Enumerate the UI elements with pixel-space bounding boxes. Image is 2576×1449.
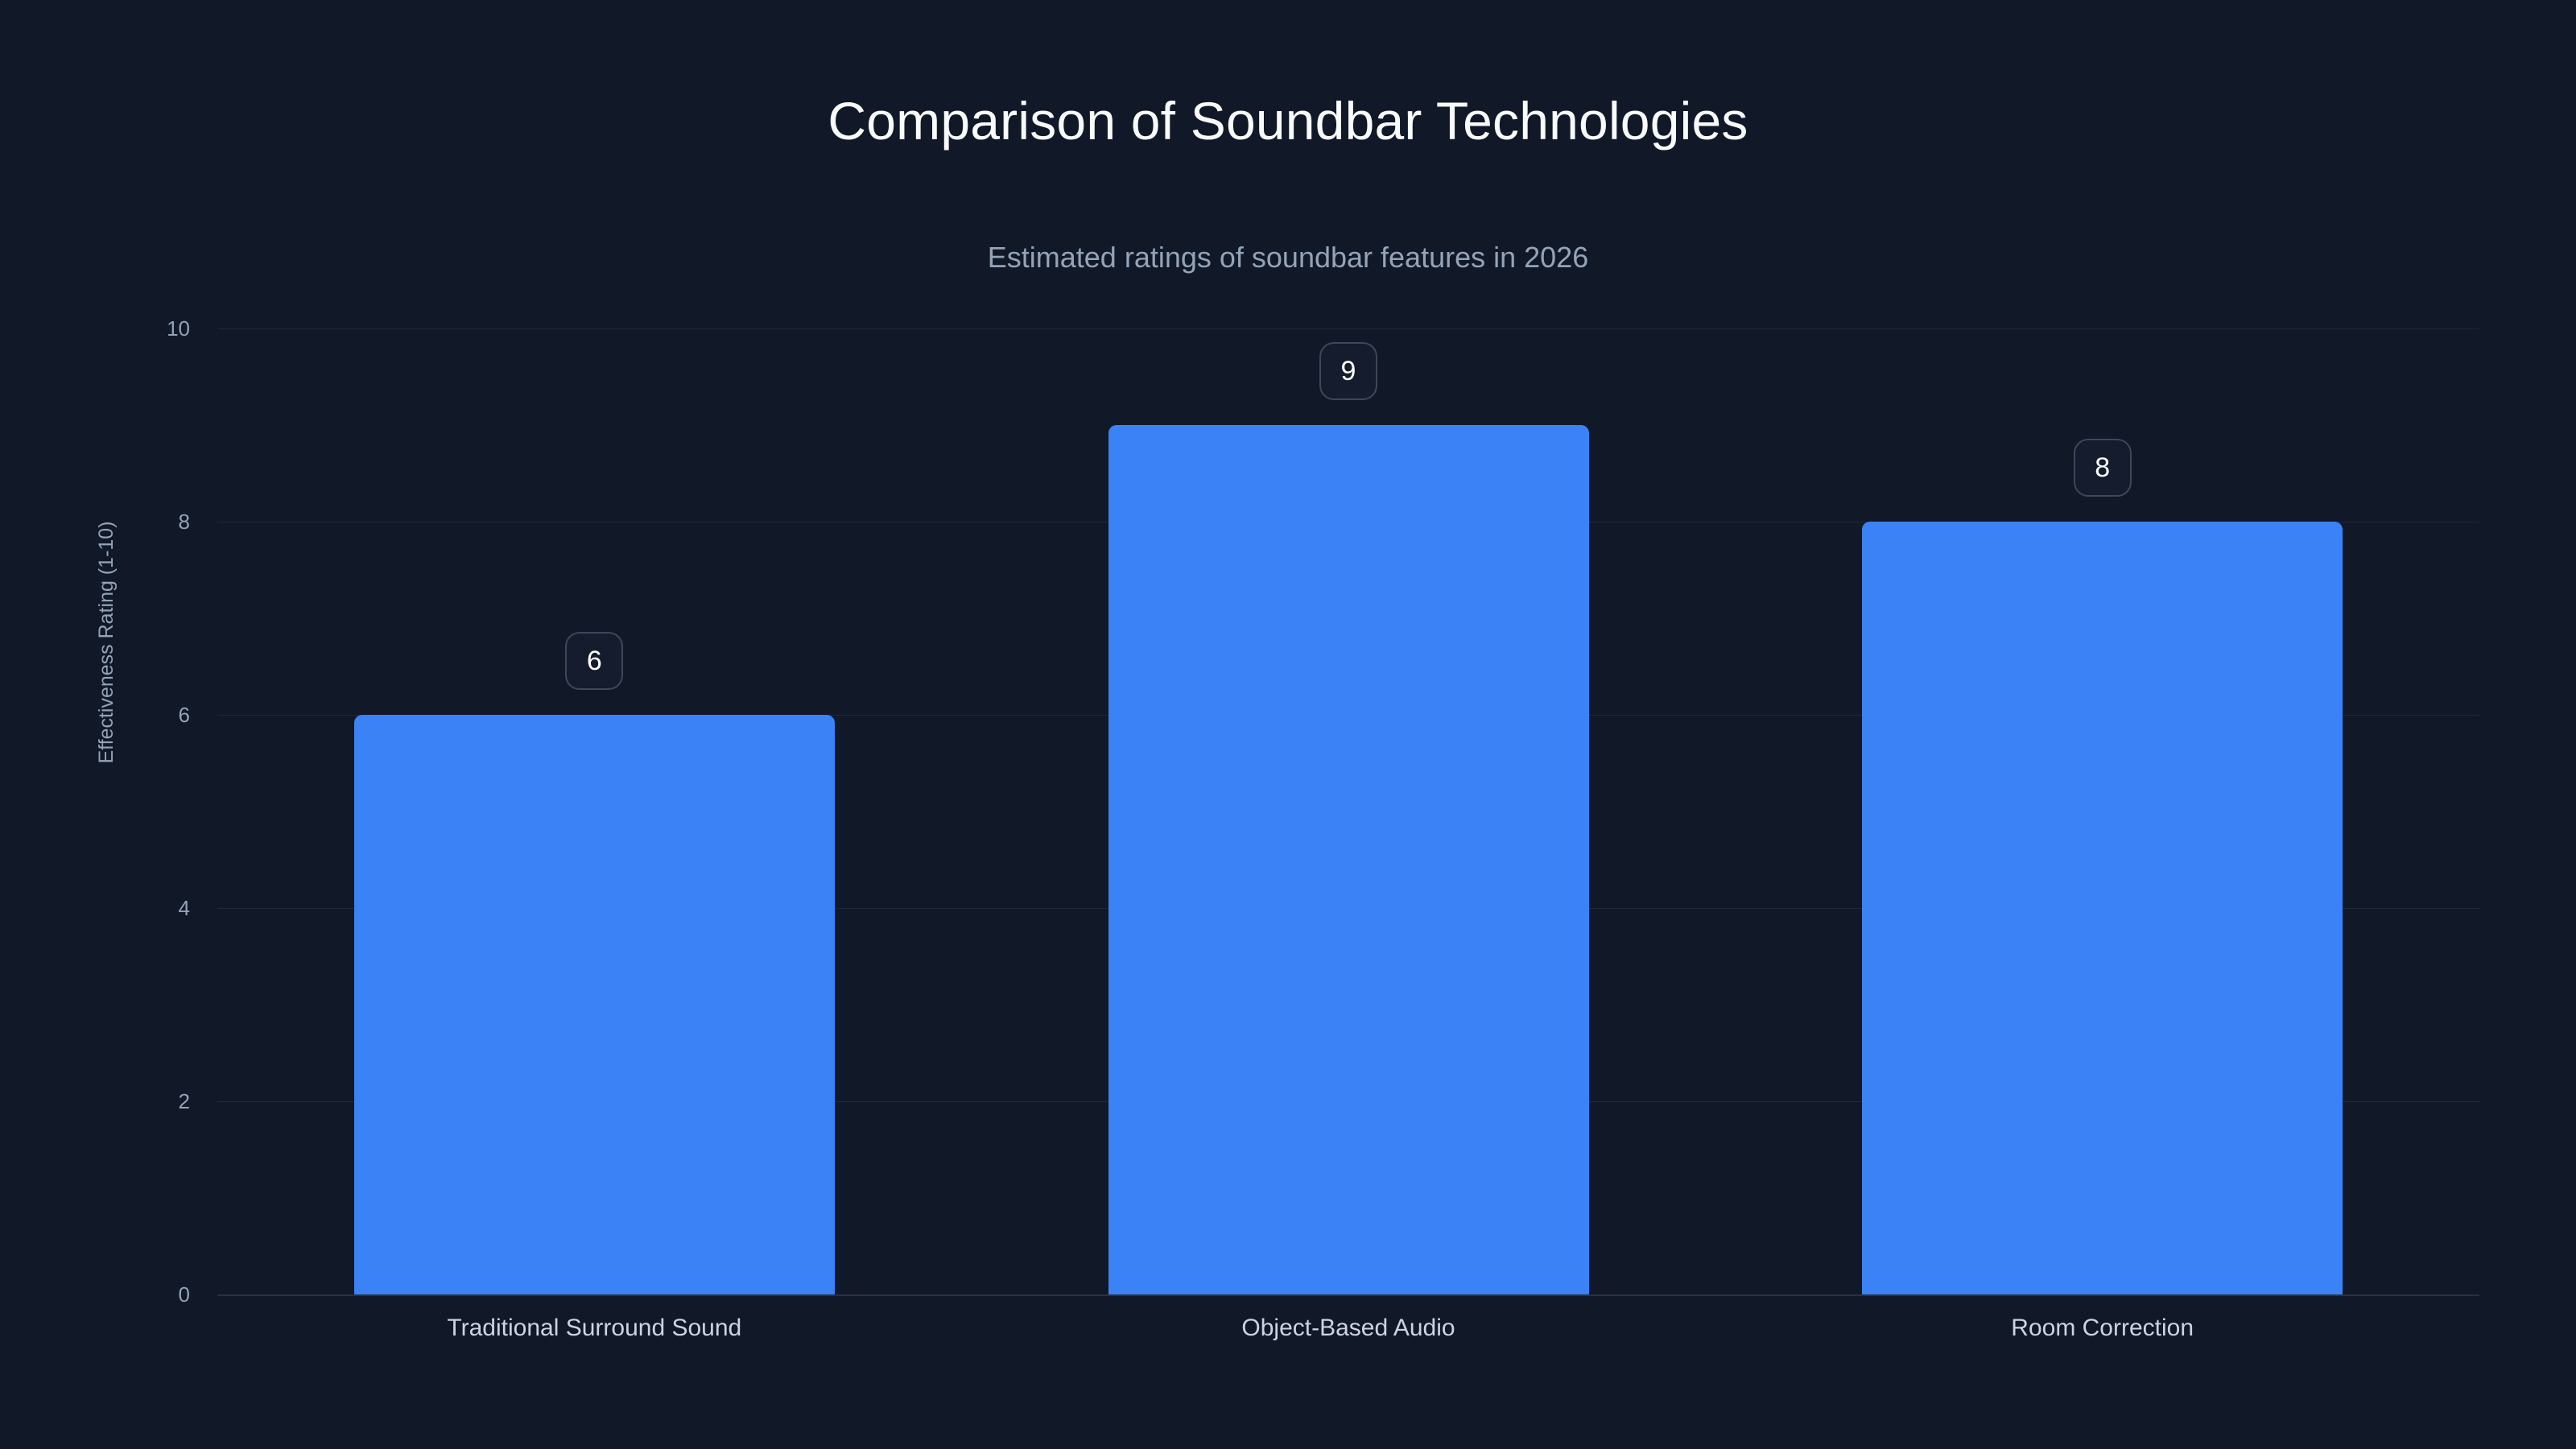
gridline-0 [217, 1294, 2479, 1296]
y-tick-label-6: 6 [178, 703, 190, 727]
y-tick-label-2: 2 [178, 1089, 190, 1113]
bar-value-badge: 9 [1319, 342, 1377, 400]
y-tick-label-0: 0 [178, 1282, 190, 1307]
plot-area [217, 328, 2479, 1296]
y-tick-label-10: 10 [167, 316, 190, 341]
y-tick-label-8: 8 [178, 510, 190, 534]
y-tick-label-4: 4 [178, 896, 190, 920]
x-tick-label: Room Correction [2011, 1315, 2194, 1341]
bar[interactable] [1108, 425, 1589, 1294]
y-axis-title: Effectiveness Rating (1-10) [95, 521, 118, 764]
gridline-10 [217, 328, 2479, 329]
bar[interactable] [1862, 522, 2343, 1294]
bar[interactable] [353, 715, 835, 1294]
chart-subtitle: Estimated ratings of soundbar features i… [987, 241, 1589, 274]
x-tick-label: Traditional Surround Sound [447, 1315, 742, 1341]
chart-title: Comparison of Soundbar Technologies [828, 91, 1748, 151]
x-tick-label: Object-Based Audio [1241, 1315, 1455, 1341]
bar-value-badge: 6 [565, 632, 624, 690]
bar-value-badge: 8 [2073, 439, 2132, 497]
